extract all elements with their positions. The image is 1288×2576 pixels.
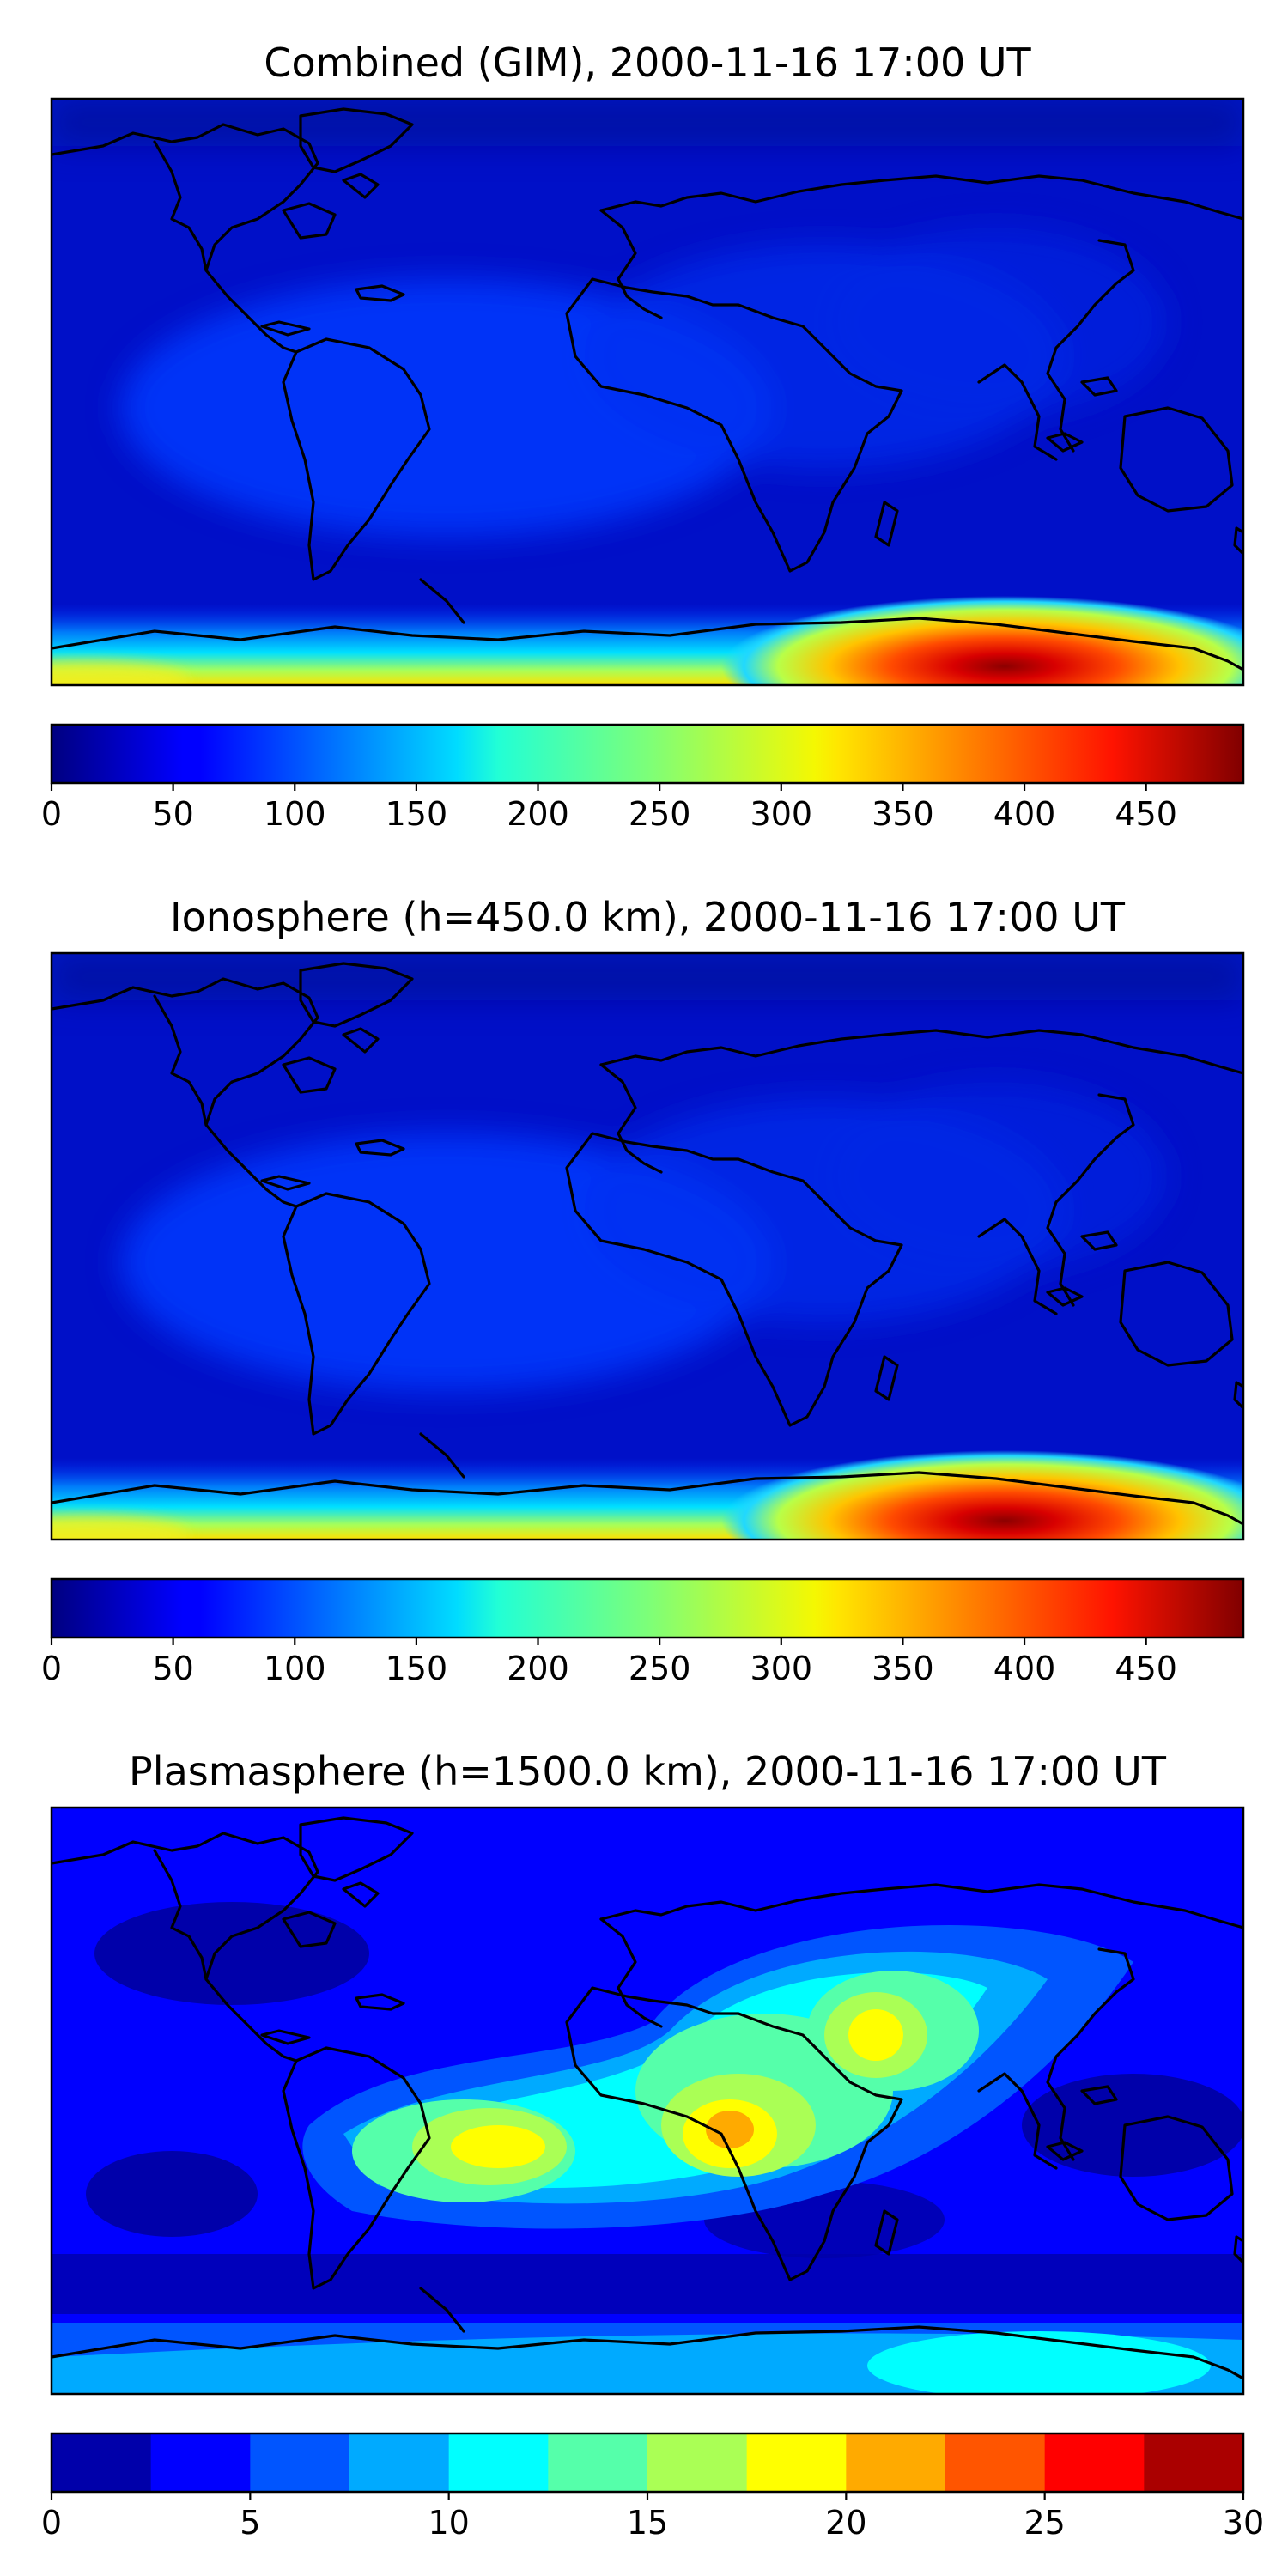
colorbar-tick-label: 50 (152, 795, 193, 833)
tec-contours (52, 1902, 1243, 2394)
colorbar-tick-label: 0 (41, 1649, 62, 1687)
colorbar-segment (647, 2433, 748, 2492)
tec-maximum (721, 596, 1243, 685)
colorbar-tick-label: 300 (750, 795, 813, 833)
colorbar-segment (945, 2433, 1046, 2492)
colorbar-tick-label: 250 (629, 1649, 691, 1687)
panel-title: Plasmasphere (h=1500.0 km), 2000-11-16 1… (129, 1748, 1167, 1795)
colorbar-tick-label: 100 (264, 1649, 326, 1687)
tec-maximum (721, 1450, 1243, 1540)
colorbar-tick-label: 20 (825, 2504, 866, 2542)
colorbar-tick-label: 30 (1223, 2504, 1264, 2542)
colorbar-tick-label: 400 (993, 1649, 1056, 1687)
map-frame (50, 1806, 1245, 2396)
colorbar-tick-label: 0 (41, 2504, 62, 2542)
colorbar-tick-label: 5 (240, 2504, 260, 2542)
colorbar: 0 50 100 150 200 250 300 350 400 450 (41, 723, 1245, 833)
colorbar-tick-label: 150 (386, 795, 448, 833)
colorbar: 0 5 10 15 20 25 30 (41, 2432, 1264, 2542)
colorbar-frame (50, 1577, 1245, 1639)
colorbar-tick-label: 100 (264, 795, 326, 833)
map-frame (50, 951, 1245, 1541)
colorbar-tick-label: 250 (629, 795, 691, 833)
colorbar-tick-label: 350 (872, 1649, 934, 1687)
colorbar-tick-label: 0 (41, 795, 62, 833)
colorbar-segment (448, 2433, 549, 2492)
colorbar-tick-label: 200 (507, 795, 569, 833)
map-area (52, 99, 1243, 685)
map-frame (50, 97, 1245, 687)
panel-title: Ionosphere (h=450.0 km), 2000-11-16 17:0… (170, 894, 1126, 940)
colorbar-segment (1144, 2433, 1244, 2492)
colorbar-tick-label: 300 (750, 1649, 813, 1687)
colorbar-tick-label: 350 (872, 795, 934, 833)
colorbar-gradient (52, 1579, 1243, 1637)
colorbar-tick-label: 400 (993, 795, 1056, 833)
colorbar-segment (52, 2433, 152, 2492)
colorbar-tick-label: 10 (428, 2504, 469, 2542)
colorbar-tick-label: 450 (1115, 1649, 1177, 1687)
map-area (52, 1807, 1243, 2394)
colorbar-segment (1044, 2433, 1145, 2492)
colorbar: 0 50 100 150 200 250 300 350 400 450 (41, 1577, 1245, 1687)
colorbar-segment (846, 2433, 946, 2492)
colorbar-tick-label: 50 (152, 1649, 193, 1687)
colorbar-segment (349, 2433, 450, 2492)
colorbar-tick-label: 25 (1024, 2504, 1065, 2542)
colorbar-tick-label: 150 (386, 1649, 448, 1687)
map-panel-iono: Ionosphere (h=450.0 km), 2000-11-16 17:0… (41, 894, 1245, 1687)
colorbar-segment (548, 2433, 648, 2492)
map-area (52, 953, 1243, 1540)
colorbar-segment (150, 2433, 251, 2492)
map-panel-plasma: Plasmasphere (h=1500.0 km), 2000-11-16 1… (41, 1748, 1264, 2542)
colorbar-tick-label: 200 (507, 1649, 569, 1687)
map-panel-gim: Combined (GIM), 2000-11-16 17:00 UT 0 50 10… (41, 39, 1245, 833)
colorbar-gradient (52, 725, 1243, 783)
colorbar-tick-label: 15 (627, 2504, 668, 2542)
colorbar-segment (250, 2433, 350, 2492)
panel-title: Combined (GIM), 2000-11-16 17:00 UT (264, 39, 1031, 86)
colorbar-tick-label: 450 (1115, 795, 1177, 833)
colorbar-frame (50, 723, 1245, 785)
colorbar-segment (746, 2433, 847, 2492)
